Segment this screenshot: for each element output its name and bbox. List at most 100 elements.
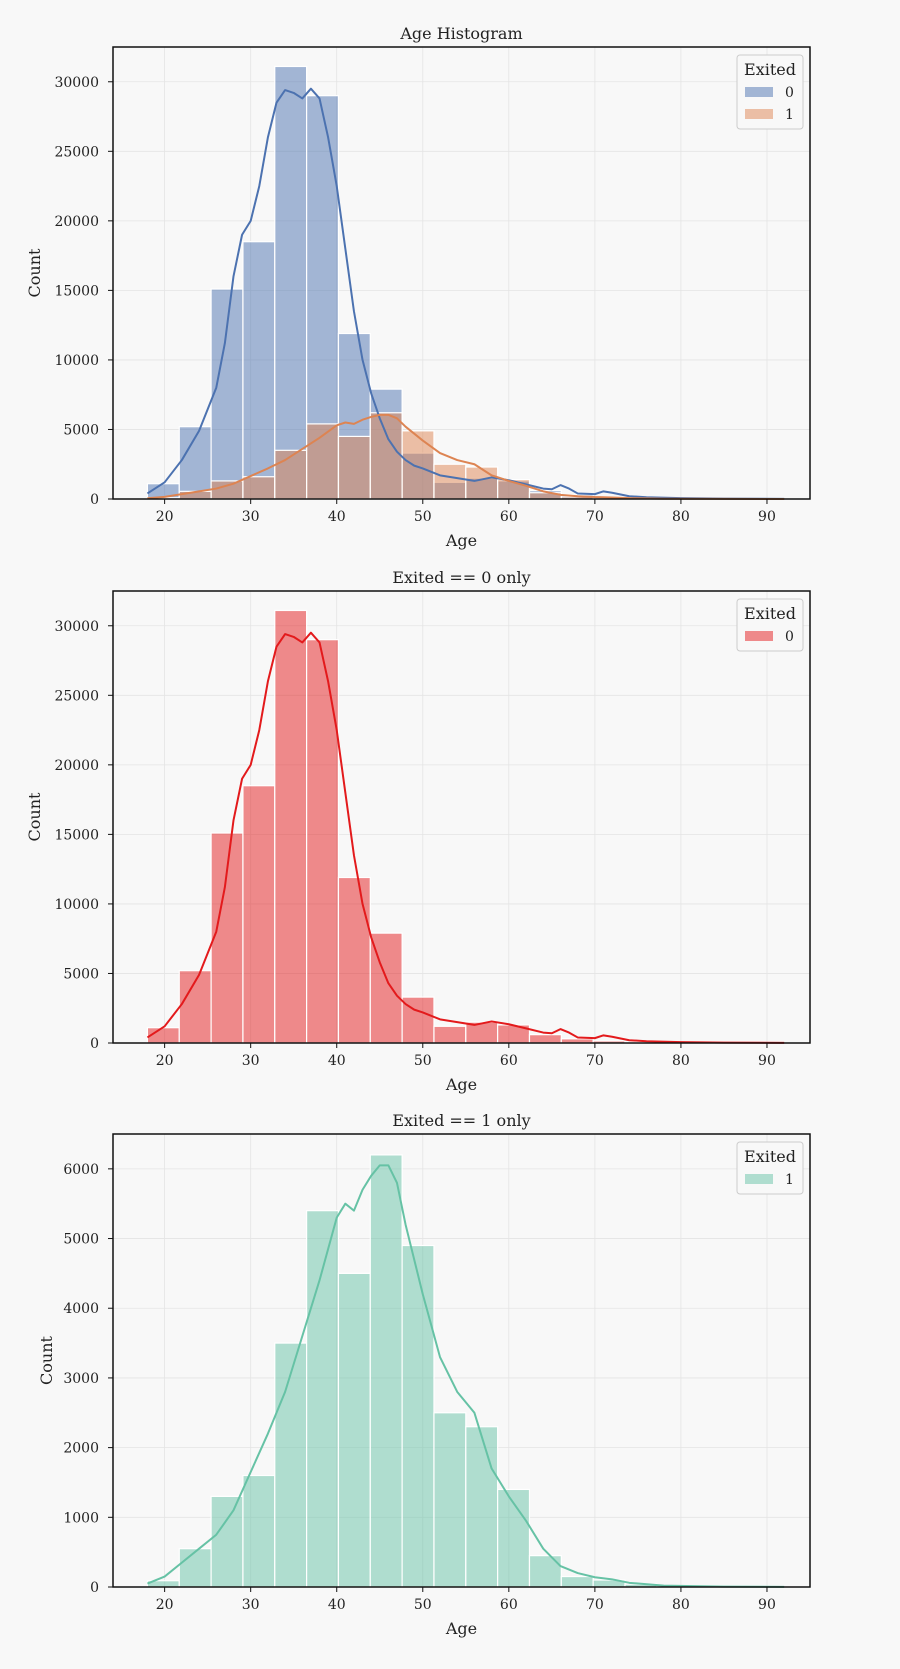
y-tick-label: 2000 [63, 1441, 99, 1457]
y-axis-label: Count [25, 248, 44, 297]
y-tick-label: 25000 [54, 688, 99, 704]
x-tick-label: 90 [758, 1053, 776, 1069]
histogram-bar [401, 1244, 435, 1588]
legend-title: Exited [744, 60, 796, 79]
histogram-bar [465, 1426, 499, 1588]
legend-swatch [745, 109, 773, 119]
y-axis-label: Count [37, 1335, 56, 1384]
x-tick-label: 80 [672, 1597, 690, 1613]
y-tick-label: 0 [90, 1580, 99, 1596]
legend-entry-label: 0 [785, 629, 794, 645]
x-tick-label: 50 [414, 1597, 432, 1613]
y-tick-label: 15000 [54, 283, 99, 299]
histogram-bar [401, 430, 435, 500]
x-tick-label: 40 [328, 1597, 346, 1613]
chart-panel-2: 20 30 40 50 60 70 80 90 0 5000 10000 15000 20000 2500… [25, 568, 811, 1094]
histogram-bar [337, 435, 371, 500]
histogram-bar [433, 1412, 467, 1588]
plot-frame [112, 46, 811, 500]
legend-title: Exited [744, 604, 796, 623]
histogram-bar [306, 639, 340, 1044]
x-tick-label: 60 [500, 1053, 518, 1069]
histogram-bar [433, 1025, 467, 1044]
x-tick-label: 30 [242, 1597, 260, 1613]
y-tick-label: 20000 [54, 758, 99, 774]
x-tick-label: 20 [156, 1597, 174, 1613]
x-tick-label: 50 [414, 509, 432, 525]
histogram-bar [433, 463, 467, 500]
legend-swatch [745, 1174, 773, 1184]
chart-title: Exited == 1 only [392, 1111, 530, 1130]
x-axis-label: Age [445, 531, 477, 550]
x-tick-label: 70 [586, 509, 604, 525]
legend: Exited 0 [736, 598, 804, 652]
y-tick-label: 5000 [63, 966, 99, 982]
histogram-bar [242, 241, 276, 500]
histogram-bar [274, 65, 308, 500]
y-tick-label: 1000 [63, 1510, 99, 1526]
y-tick-label: 5000 [63, 422, 99, 438]
histogram-bar [528, 1034, 562, 1044]
histogram-bar [210, 480, 244, 500]
histogram-bar [369, 412, 403, 500]
y-tick-label: 5000 [63, 1232, 99, 1248]
y-tick-label: 0 [90, 492, 99, 508]
y-tick-label: 10000 [54, 897, 99, 913]
x-tick-label: 40 [328, 1053, 346, 1069]
chart-panel-3: 20 30 40 50 60 70 80 90 0 1000 2000 3000 4000 5000 600… [37, 1111, 811, 1638]
x-tick-label: 30 [242, 509, 260, 525]
histogram-bar [242, 476, 276, 500]
chart-title: Age Histogram [399, 24, 522, 43]
histogram-bar [369, 1154, 403, 1588]
y-axis-label: Count [25, 792, 44, 841]
x-axis-label: Age [445, 1619, 477, 1638]
histogram-bar [465, 466, 499, 500]
legend-swatch [745, 631, 773, 641]
chart-panel-1: 20 30 40 50 60 70 80 90 0 5000 10000 15000 20000 2500… [25, 24, 811, 550]
y-tick-label: 20000 [54, 214, 99, 230]
y-tick-label: 10000 [54, 353, 99, 369]
histogram-bar [178, 1548, 212, 1588]
x-tick-label: 90 [758, 1597, 776, 1613]
x-tick-label: 40 [328, 509, 346, 525]
plot-frame [112, 1133, 811, 1588]
histogram-bar [497, 1488, 531, 1588]
x-tick-label: 60 [500, 1597, 518, 1613]
histogram-bar [337, 876, 371, 1044]
legend-entry-label: 1 [785, 1172, 794, 1188]
legend: Exited 1 [736, 1141, 804, 1195]
y-tick-label: 15000 [54, 827, 99, 843]
y-tick-label: 30000 [54, 619, 99, 635]
x-tick-label: 20 [156, 509, 174, 525]
y-tick-label: 3000 [63, 1371, 99, 1387]
histogram-bar [274, 1342, 308, 1588]
x-tick-label: 80 [672, 1053, 690, 1069]
y-tick-label: 4000 [63, 1301, 99, 1317]
y-tick-label: 0 [90, 1036, 99, 1052]
x-tick-label: 80 [672, 509, 690, 525]
histogram-bar [210, 1495, 244, 1588]
histogram-bar [242, 785, 276, 1044]
legend-entry-label: 0 [785, 85, 794, 101]
plot-frame [112, 590, 811, 1044]
x-axis-label: Age [445, 1075, 477, 1094]
legend: Exited 0 1 [736, 54, 804, 130]
kde-line-1 [147, 1164, 785, 1588]
x-tick-label: 50 [414, 1053, 432, 1069]
legend-title: Exited [744, 1147, 796, 1166]
y-tick-label: 25000 [54, 144, 99, 160]
histogram-bar [242, 1474, 276, 1588]
x-tick-label: 30 [242, 1053, 260, 1069]
histogram-bar [528, 1555, 562, 1588]
legend-swatch [745, 87, 773, 97]
legend-entry-label: 1 [785, 107, 794, 123]
histogram-bar [560, 1575, 594, 1588]
x-tick-label: 90 [758, 509, 776, 525]
histogram-bar [306, 1210, 340, 1588]
y-tick-label: 30000 [54, 75, 99, 91]
kde-line-1 [147, 413, 785, 500]
x-tick-label: 70 [586, 1597, 604, 1613]
x-tick-label: 70 [586, 1053, 604, 1069]
x-tick-label: 20 [156, 1053, 174, 1069]
